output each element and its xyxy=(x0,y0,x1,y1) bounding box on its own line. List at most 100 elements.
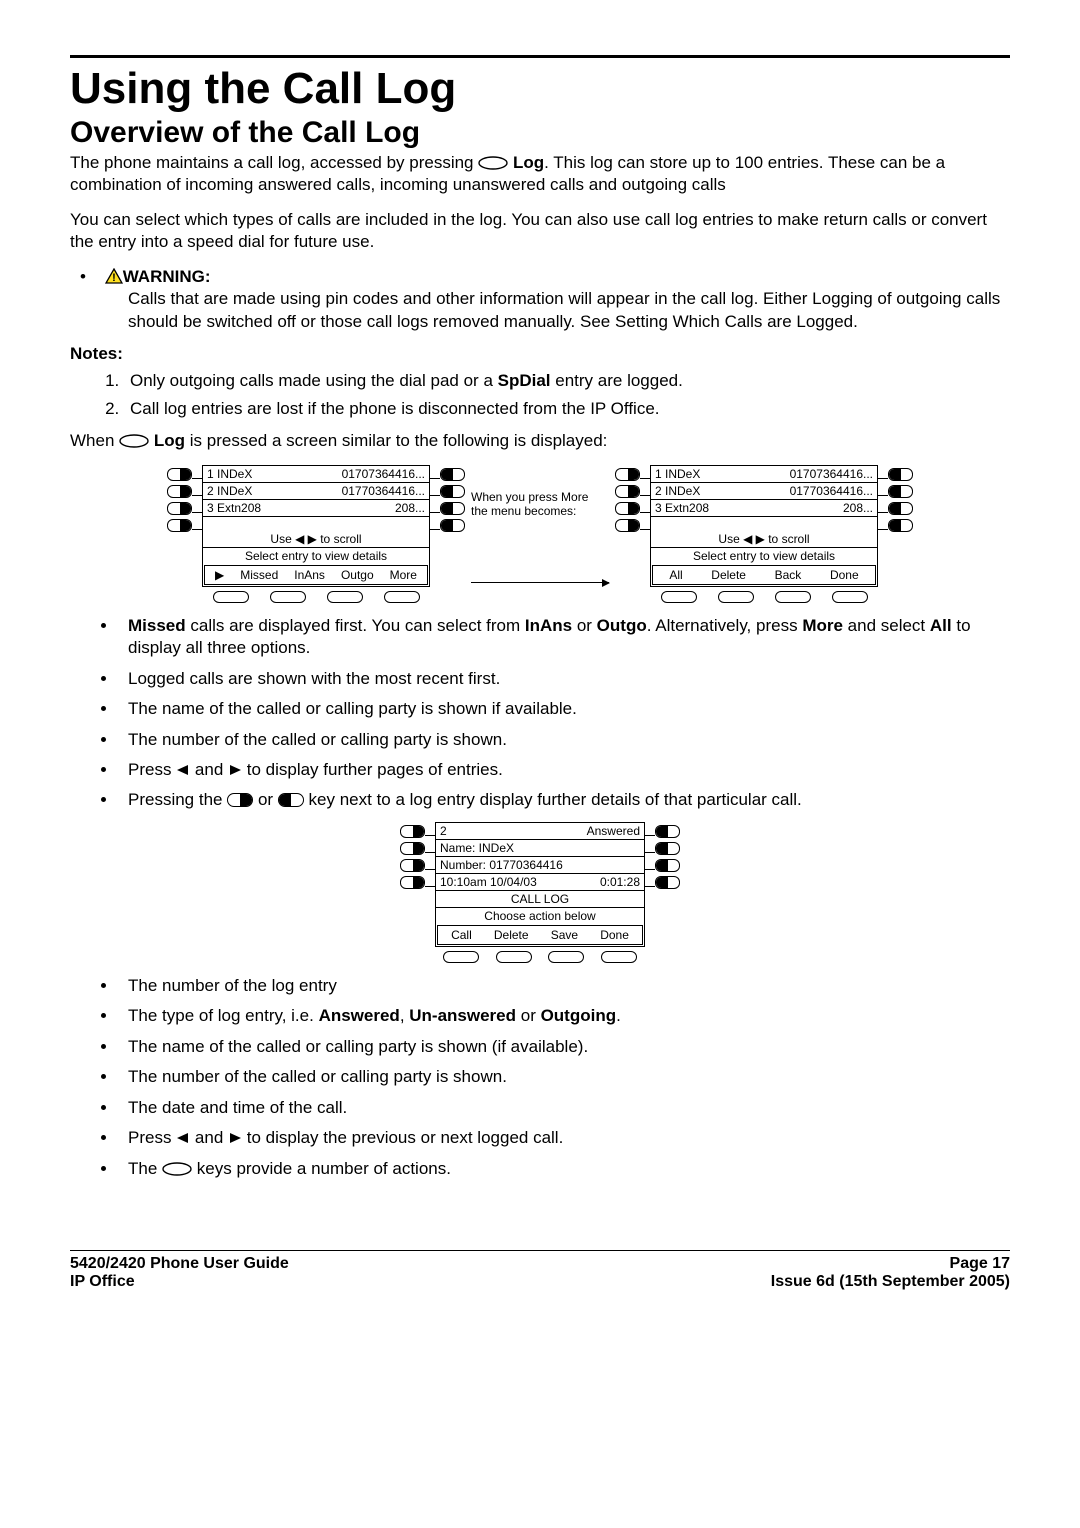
softkey-label: Delete xyxy=(494,928,529,942)
side-key-icon xyxy=(167,485,192,498)
bullet-item: Press and to display further pages of en… xyxy=(118,759,1010,781)
mid-left-side-keys xyxy=(430,468,465,532)
lcd-cell: 10:10am 10/04/03 xyxy=(440,875,537,889)
text: and select xyxy=(843,616,930,635)
soft-button-icon xyxy=(601,951,637,963)
softkey-label: Outgo xyxy=(341,568,374,582)
bold-text: Answered xyxy=(319,1006,400,1025)
lcd-cell: 1 INDeX xyxy=(655,467,700,481)
footer-guide-name: 5420/2420 Phone User Guide xyxy=(70,1255,289,1273)
when-line: When Log is pressed a screen similar to … xyxy=(70,430,1010,452)
bullet-item: The name of the called or calling party … xyxy=(118,698,1010,720)
lcd-cell: Name: INDeX xyxy=(440,841,514,855)
bullet-item: The number of the called or calling part… xyxy=(118,729,1010,751)
notes-heading: Notes: xyxy=(70,343,1010,365)
side-key-icon xyxy=(400,842,425,855)
footer-page-number: Page 17 xyxy=(771,1255,1010,1273)
softkey-label: Done xyxy=(830,568,859,582)
log-key-icon xyxy=(162,1162,192,1176)
when-bold: Log xyxy=(154,431,185,450)
left-lcd-block: 1 INDeX01707364416... 2 INDeX01770364416… xyxy=(202,465,430,603)
mid-line2: the menu becomes: xyxy=(471,504,609,518)
detail-screen-figure: 2Answered Name: INDeX Number: 0177036441… xyxy=(400,822,680,963)
softkey-label: InAns xyxy=(294,568,325,582)
lcd-cell: 3 Extn208 xyxy=(655,501,709,515)
right-arrow-icon xyxy=(228,764,242,776)
side-key-icon xyxy=(888,485,913,498)
side-key-left-icon xyxy=(278,793,304,807)
side-key-icon xyxy=(615,468,640,481)
arrow-icon xyxy=(471,582,609,583)
soft-key-buttons xyxy=(650,591,878,603)
warning-text: Calls that are made using pin codes and … xyxy=(128,289,1000,330)
bullet-item: The name of the called or calling party … xyxy=(118,1036,1010,1058)
svg-text:!: ! xyxy=(112,272,116,284)
lcd-hint: Select entry to view details xyxy=(203,548,429,564)
lcd-cell: 2 INDeX xyxy=(207,484,252,498)
text: The xyxy=(128,1159,162,1178)
footer-right: Page 17 Issue 6d (15th September 2005) xyxy=(771,1255,1010,1291)
detail-lcd: 2Answered Name: INDeX Number: 0177036441… xyxy=(435,822,645,947)
note-1-post: entry are logged. xyxy=(551,371,683,390)
side-key-icon xyxy=(167,502,192,515)
soft-button-icon xyxy=(384,591,420,603)
soft-button-icon xyxy=(775,591,811,603)
notes-list: Only outgoing calls made using the dial … xyxy=(70,370,1010,421)
soft-button-icon xyxy=(832,591,868,603)
bullets-after-panel: Missed calls are displayed first. You ca… xyxy=(70,615,1010,812)
soft-key-buttons xyxy=(202,591,430,603)
when-post: is pressed a screen similar to the follo… xyxy=(185,431,607,450)
note-1-pre: Only outgoing calls made using the dial … xyxy=(130,371,498,390)
warning-label: WARNING: xyxy=(123,267,211,286)
footer-issue: Issue 6d (15th September 2005) xyxy=(771,1273,1010,1291)
softkey-label: Back xyxy=(775,568,802,582)
soft-button-icon xyxy=(548,951,584,963)
text: or xyxy=(516,1006,541,1025)
footer-product: IP Office xyxy=(70,1273,289,1291)
soft-button-icon xyxy=(496,951,532,963)
soft-key-buttons xyxy=(435,951,645,963)
softkey-label: Done xyxy=(600,928,629,942)
bullet-item: Logged calls are shown with the most rec… xyxy=(118,668,1010,690)
note-2-text: Call log entries are lost if the phone i… xyxy=(130,399,660,418)
left-arrow-icon xyxy=(176,764,190,776)
page-footer: 5420/2420 Phone User Guide IP Office Pag… xyxy=(70,1250,1010,1291)
bold-text: Outgoing xyxy=(541,1006,617,1025)
lcd-cell: 208... xyxy=(843,501,873,515)
bullets-after-detail: The number of the log entry The type of … xyxy=(70,975,1010,1180)
text: key next to a log entry display further … xyxy=(309,790,802,809)
text: Press xyxy=(128,1128,176,1147)
side-key-icon xyxy=(655,842,680,855)
softkey-label: Call xyxy=(451,928,472,942)
page-title: Using the Call Log xyxy=(70,64,1010,114)
bullet-item: The number of the called or calling part… xyxy=(118,1066,1010,1088)
text: to display the previous or next logged c… xyxy=(247,1128,564,1147)
side-key-icon xyxy=(400,876,425,889)
text: or xyxy=(572,616,597,635)
detail-lcd-block: 2Answered Name: INDeX Number: 0177036441… xyxy=(435,822,645,963)
text: keys provide a number of actions. xyxy=(197,1159,451,1178)
text: Press xyxy=(128,760,176,779)
side-key-icon xyxy=(167,468,192,481)
intro-paragraph: The phone maintains a call log, accessed… xyxy=(70,152,1010,197)
lcd-cell: 01707364416... xyxy=(342,467,425,481)
bullet-item: Press and to display the previous or nex… xyxy=(118,1127,1010,1149)
lcd-cell: Answered xyxy=(587,824,640,838)
soft-button-icon xyxy=(213,591,249,603)
side-key-icon xyxy=(888,468,913,481)
warning-icon: ! xyxy=(105,268,123,284)
softkey-label: More xyxy=(390,568,417,582)
bullet-item: The number of the log entry xyxy=(118,975,1010,997)
side-key-right-icon xyxy=(227,793,253,807)
text: Pressing the xyxy=(128,790,227,809)
note-1: Only outgoing calls made using the dial … xyxy=(124,370,1010,392)
mid-line1: When you press More xyxy=(471,490,609,504)
softkey-label: Delete xyxy=(711,568,746,582)
lcd-cell: 0:01:28 xyxy=(600,875,640,889)
lcd-cell: Number: 01770364416 xyxy=(440,858,563,872)
indicator-icon: ▶ xyxy=(215,568,224,582)
side-key-icon xyxy=(615,502,640,515)
top-rule xyxy=(70,55,1010,58)
side-key-icon xyxy=(655,825,680,838)
lcd-cell: 01770364416... xyxy=(342,484,425,498)
